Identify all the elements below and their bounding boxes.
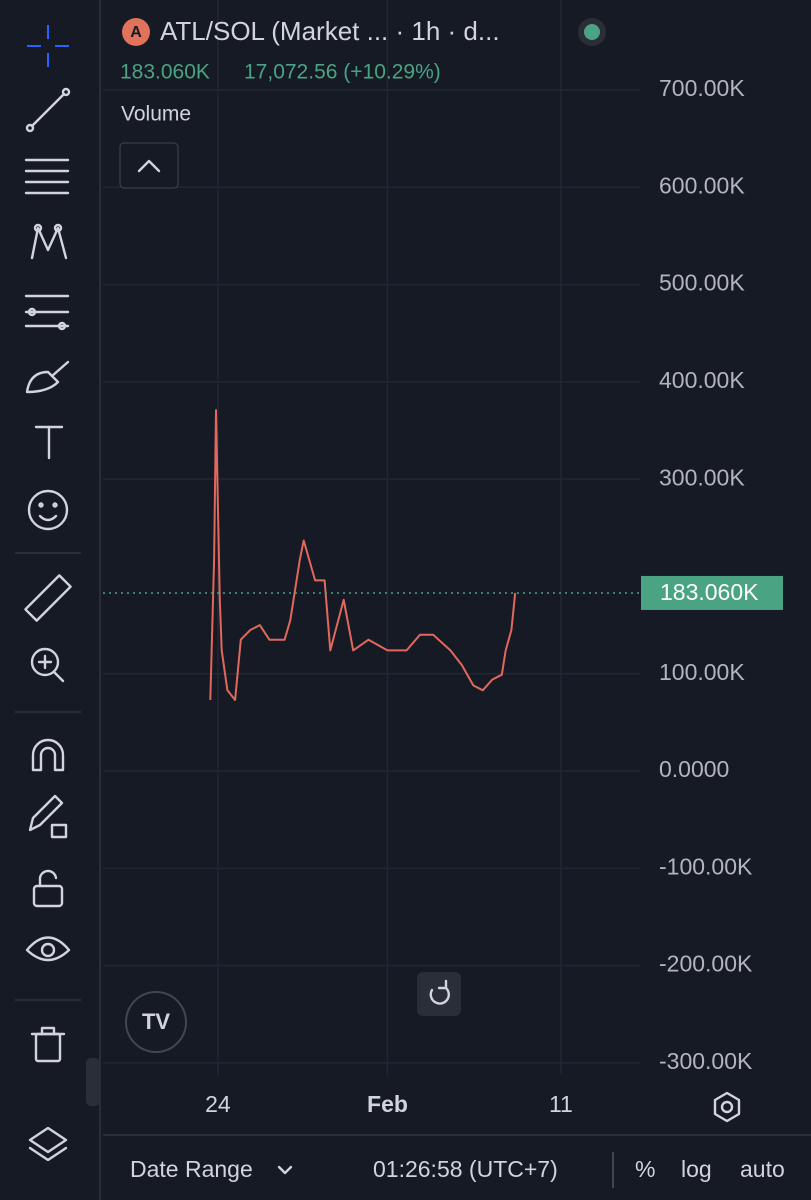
settings-button[interactable]	[713, 1091, 741, 1123]
ruler-tool[interactable]	[24, 574, 72, 622]
x-tick-label: Feb	[367, 1091, 408, 1117]
symbol-icon	[122, 18, 150, 46]
lock-drawing-tool[interactable]	[28, 794, 68, 839]
y-tick-label: -100.00K	[659, 853, 753, 879]
indicator-label: Volume	[121, 103, 191, 126]
zoom-tool[interactable]	[30, 647, 65, 683]
price-line	[209, 409, 517, 701]
clock[interactable]: 01:26:58 (UTC+7)	[373, 1156, 558, 1182]
symbol-icon-letter: A	[130, 24, 142, 41]
y-tick-label: 700.00K	[659, 75, 745, 101]
y-tick-label: 600.00K	[659, 172, 745, 198]
reset-icon	[429, 979, 450, 1005]
chevron-up	[137, 159, 161, 173]
crosshair-tool[interactable]	[27, 25, 69, 67]
header-price: 183.060K	[120, 61, 210, 84]
last-price-box	[641, 575, 783, 610]
y-tick-label: -300.00K	[659, 1048, 753, 1074]
y-tick-label: 300.00K	[659, 464, 745, 490]
log-toggle[interactable]: log	[681, 1156, 712, 1182]
visibility-tool[interactable]	[25, 936, 71, 962]
date-range[interactable]: Date Range	[130, 1156, 253, 1182]
collapse-button[interactable]	[119, 142, 179, 189]
percent-toggle[interactable]: %	[635, 1156, 655, 1182]
y-tick-label: 400.00K	[659, 367, 745, 393]
plot: 24 Feb 11 700.00K 600.00K 500.00K 400.00K 300.0…	[103, 0, 783, 1117]
settings-dot	[720, 1100, 734, 1114]
auto-toggle[interactable]: auto	[740, 1156, 785, 1182]
text-tool[interactable]	[34, 425, 64, 460]
symbol-title[interactable]: ATL/SOL (Market ... · 1h · d...	[160, 16, 500, 46]
y-tick-label: 0.0000	[659, 756, 729, 782]
status-dot	[584, 24, 600, 40]
tv-logo[interactable]	[125, 991, 187, 1053]
toolbar	[15, 25, 100, 1162]
pattern-tool[interactable]	[30, 223, 68, 260]
x-tick-label: 24	[205, 1091, 231, 1117]
lock-tool[interactable]	[32, 869, 64, 908]
tv-logo-text: TV	[142, 1009, 170, 1034]
date-range-caret	[277, 1165, 293, 1175]
delete-tool[interactable]	[30, 1026, 66, 1063]
collapse-toolbar[interactable]	[86, 1058, 100, 1106]
fib-tool[interactable]	[24, 158, 70, 195]
x-tick-label: 11	[549, 1091, 573, 1117]
y-tick-label: 100.00K	[659, 659, 745, 685]
emoji-tool[interactable]	[27, 489, 69, 531]
header-change: 17,072.56 (+10.29%)	[244, 61, 441, 84]
magnet-tool[interactable]	[31, 738, 65, 772]
y-tick-label: 500.00K	[659, 270, 745, 296]
y-tick-label: -200.00K	[659, 951, 753, 977]
reset-button[interactable]	[417, 972, 461, 1016]
layers-tool[interactable]	[28, 1126, 68, 1162]
last-price-label: 183.060K	[660, 579, 759, 605]
forecast-tool[interactable]	[24, 294, 70, 331]
brush-tool[interactable]	[25, 360, 70, 394]
trendline-tool[interactable]	[25, 87, 71, 133]
